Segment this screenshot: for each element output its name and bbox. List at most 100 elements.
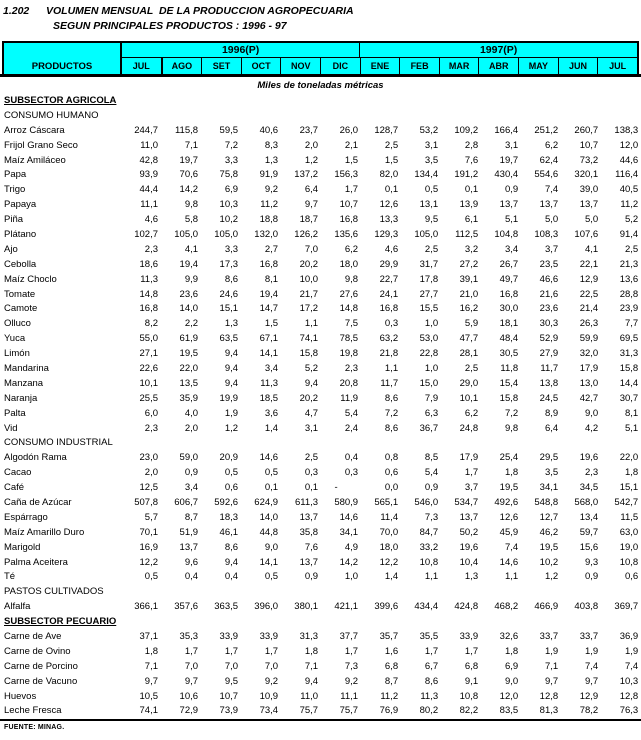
value-cell: 2,3 xyxy=(584,467,599,479)
value-cell: 16,8 xyxy=(259,258,279,270)
value-cell: 0,1 xyxy=(384,184,399,196)
value-cell: 53,0 xyxy=(419,333,439,345)
value-cell: 1,1 xyxy=(304,318,319,330)
value-cell: 13,1 xyxy=(419,199,439,211)
value-cell: 51,9 xyxy=(179,526,199,538)
row-label: Camote xyxy=(4,303,38,315)
value-cell: 9,6 xyxy=(184,556,199,568)
value-cell: 6,0 xyxy=(144,407,159,419)
value-cell: 11,2 xyxy=(380,690,399,702)
value-cell: 251,2 xyxy=(534,124,559,136)
value-cell: 0,9 xyxy=(424,482,439,494)
month-header: ENE xyxy=(359,58,400,74)
month-header: JUL xyxy=(597,58,637,74)
month-header: OCT xyxy=(240,58,281,74)
table-row: Carne de Ovino 1,8 1,7 1,7 1,7 1,8 1,7 1,6 1,7 1,… xyxy=(0,644,641,659)
value-cell: 73,9 xyxy=(219,705,239,717)
table-row: Maíz Amarillo Duro 70,1 51,9 46,1 44,8 35,8 34… xyxy=(0,525,641,540)
value-cell: 17,3 xyxy=(219,258,239,270)
value-cell: 21,4 xyxy=(579,303,599,315)
value-cell: 1,3 xyxy=(264,154,279,166)
value-cell: 75,7 xyxy=(339,705,359,717)
value-cell: 7,7 xyxy=(624,318,639,330)
value-cell: 12,6 xyxy=(499,511,519,523)
table-row: Palta 6,0 4,0 1,9 3,6 4,7 5,4 7,2 6,3 6,2 7,2 8,9 9,… xyxy=(0,406,641,421)
table-row: Carne de Ave 37,1 35,3 33,9 33,9 31,3 37,7 35,7… xyxy=(0,629,641,644)
value-cell: 13,7 xyxy=(579,199,599,211)
value-cell: 19,5 xyxy=(179,348,199,360)
value-cell: 5,9 xyxy=(464,318,479,330)
value-cell: 20,9 xyxy=(219,452,239,464)
value-cell: 6,9 xyxy=(224,184,239,196)
value-cell: 3,4 xyxy=(264,362,279,374)
value-cell: 37,1 xyxy=(139,631,159,642)
value-cell: 25,5 xyxy=(139,392,159,404)
row-label: Maíz Amarillo Duro xyxy=(4,526,85,538)
month-header: JUL xyxy=(132,61,150,71)
value-cell: 109,2 xyxy=(454,124,479,136)
value-cell: 2,4 xyxy=(344,422,359,434)
value-cell: 5,4 xyxy=(424,467,439,479)
table-row: Algodón Rama 23,0 59,0 20,9 14,6 2,5 0,4 0,8 8,5… xyxy=(0,450,641,465)
value-cell: 23,7 xyxy=(299,124,319,136)
value-cell: 44,6 xyxy=(619,154,639,166)
value-cell: 24,6 xyxy=(219,288,239,300)
value-cell: 6,3 xyxy=(424,407,439,419)
value-cell: 14,0 xyxy=(259,511,279,523)
value-cell: 59,0 xyxy=(179,452,199,464)
value-cell: 3,4 xyxy=(504,243,519,255)
value-cell: 15,8 xyxy=(619,362,639,374)
value-cell: 9,0 xyxy=(504,675,519,687)
value-cell: 22,8 xyxy=(419,348,439,360)
value-cell: 34,1 xyxy=(539,482,559,494)
value-cell: 1,2 xyxy=(304,154,319,166)
value-cell: 22,0 xyxy=(179,362,199,374)
value-cell: 10,6 xyxy=(179,690,199,702)
value-cell: 3,3 xyxy=(224,154,239,166)
value-cell: 0,4 xyxy=(224,571,239,583)
value-cell: 1,7 xyxy=(464,645,479,657)
value-cell: 22,0 xyxy=(619,452,639,464)
value-cell: 14,4 xyxy=(619,377,639,389)
value-cell: 19,7 xyxy=(499,154,519,166)
value-cell: 7,2 xyxy=(504,407,519,419)
row-label: Tomate xyxy=(4,288,36,300)
value-cell: 7,2 xyxy=(224,139,239,151)
value-cell: 13,6 xyxy=(619,273,639,285)
value-cell: 8,7 xyxy=(384,675,399,687)
value-cell: 357,6 xyxy=(174,601,199,613)
value-cell: 1,9 xyxy=(584,645,599,657)
value-cell: 1,7 xyxy=(344,184,359,196)
value-cell: 1,7 xyxy=(184,645,199,657)
value-cell: 8,9 xyxy=(544,407,559,419)
value-cell: 22,1 xyxy=(579,258,599,270)
month-header-row: JUL AGO SET OCT NOV DIC ENE FEB MAR ABR MAY JUN JUL xyxy=(122,58,637,74)
table-row: Café 12,5 3,4 0,6 0,1 0,1 - 0,0 0,9 3,7 19,5 34,1 34… xyxy=(0,480,641,495)
year-group-1997: 1997(P) xyxy=(359,43,637,57)
products-header-label: PRODUCTOS xyxy=(31,61,93,72)
value-cell: 2,5 xyxy=(624,243,639,255)
table-row: Ajo 2,3 4,1 3,3 2,7 7,0 6,2 4,6 2,5 3,2 3,4 3,7 4,1 2… xyxy=(0,242,641,257)
value-cell: 19,4 xyxy=(179,258,199,270)
value-cell: 33,9 xyxy=(459,631,479,642)
value-cell: 1,0 xyxy=(344,571,359,583)
row-label: Arroz Cáscara xyxy=(4,124,65,136)
value-cell: 3,4 xyxy=(184,482,199,494)
value-cell: 10,3 xyxy=(219,199,239,211)
value-cell: 403,8 xyxy=(574,601,599,613)
value-cell: 91,9 xyxy=(259,169,279,181)
value-cell: 554,6 xyxy=(534,169,559,181)
value-cell: 9,1 xyxy=(464,675,479,687)
row-label: Papaya xyxy=(4,199,37,211)
row-label: Mandarina xyxy=(4,362,49,374)
value-cell: 93,9 xyxy=(139,169,159,181)
value-cell: 534,7 xyxy=(454,496,479,508)
value-cell: 9,5 xyxy=(424,214,439,226)
value-cell: 434,4 xyxy=(414,601,439,613)
value-cell: 42,8 xyxy=(139,154,159,166)
value-cell: 30,7 xyxy=(619,392,639,404)
month-header: SET xyxy=(201,58,241,74)
value-cell: 8,1 xyxy=(264,273,279,285)
value-cell: 8,6 xyxy=(224,273,239,285)
value-cell: 70,0 xyxy=(379,526,399,538)
